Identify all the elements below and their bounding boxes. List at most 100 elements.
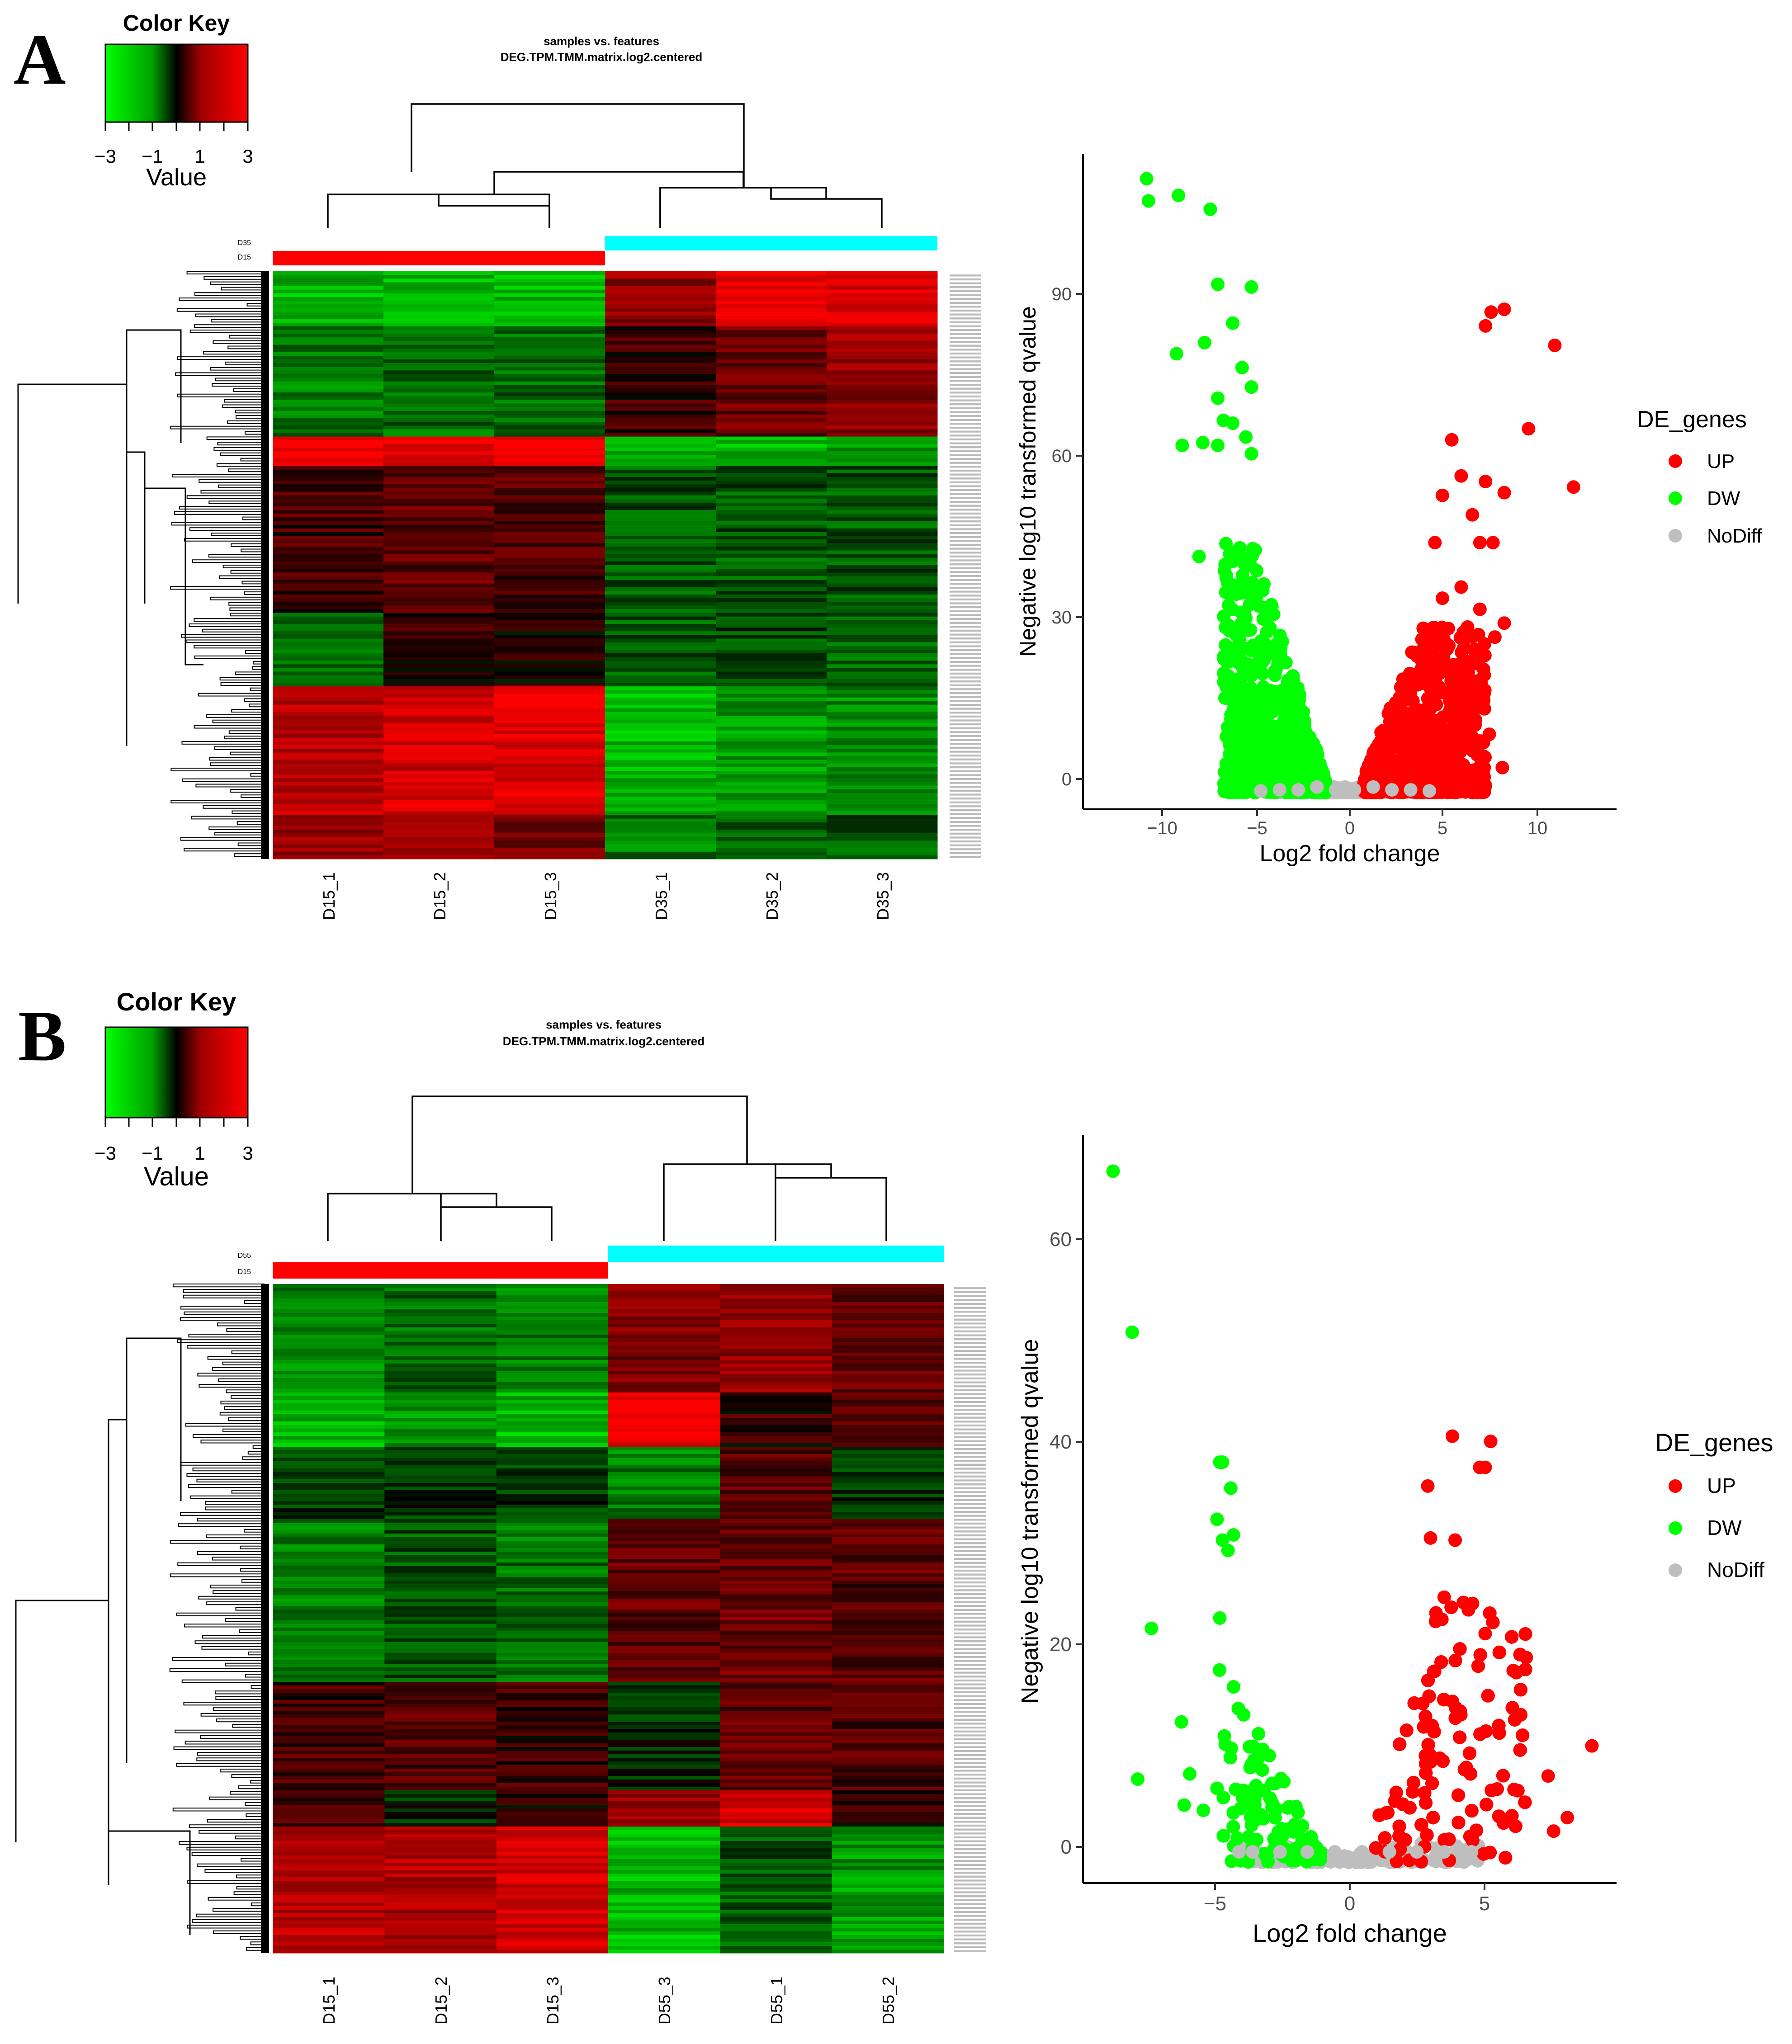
heatmap-cell [494,613,605,617]
heatmap-cell [720,1515,832,1520]
heatmap-cell [608,1812,720,1816]
heatmap-cell [716,396,827,400]
heatmap-cell [383,628,495,632]
heatmap-cell [494,840,605,845]
heatmap-cell [383,433,495,437]
heatmap-cell [608,1288,720,1292]
heatmap-cell [273,1418,385,1422]
heatmap-cell [494,701,605,705]
volcano-point-up [1441,664,1455,678]
heatmap-cell [273,1374,385,1378]
heatmap-cell [273,1646,385,1650]
heatmap-cell [608,1628,720,1632]
heatmap-cell [494,778,605,782]
heatmap-cell [827,760,938,764]
heatmap-cell [608,1624,720,1628]
heatmap-cell [494,436,605,441]
heatmap-cell [494,279,605,283]
volcano-point-dw [1225,689,1239,703]
heatmap-cell [383,326,495,330]
heatmap-cell [273,679,384,683]
volcano-point-dw [1270,743,1284,757]
heatmap-cell [608,1298,720,1303]
heatmap-cell [494,679,605,683]
heatmap-cell [273,1776,385,1780]
heatmap-cell [605,275,716,279]
heatmap-cell [716,550,827,555]
heatmap-cell [605,488,716,492]
volcano-point-dw [1232,627,1246,641]
heatmap-cell [273,414,384,419]
heatmap-cell [716,598,827,602]
heatmap-cell [383,502,495,507]
volcano-point-dw [1256,667,1269,681]
heatmap-cell [496,1921,609,1925]
heatmap-cell [273,1747,385,1751]
sample-label: D35_2 [763,872,781,920]
heatmap-cell [720,1718,832,1722]
heatmap-cell [827,378,938,382]
heatmap-cell [273,1841,385,1845]
heatmap-cell [832,1324,944,1328]
heatmap-cell [716,345,827,349]
heatmap-cell [273,407,384,411]
heatmap-cell [716,793,827,797]
heatmap-cell [608,1425,720,1429]
heatmap-cell [384,1338,497,1342]
heatmap-cell [273,1450,385,1454]
heatmap-cell [716,616,827,621]
volcano-point-dw [1281,675,1295,689]
heatmap-cell [384,1794,497,1798]
heatmap-cell [273,1816,385,1820]
heatmap-cell [273,1877,385,1881]
heatmap-cell [832,1859,944,1863]
heatmap-cell [384,1700,497,1704]
heatmap-cell [496,1367,609,1371]
heatmap-cell [384,1765,497,1769]
heatmap-cell [384,1306,497,1310]
heatmap-cell [608,1436,720,1440]
heatmap-cell [383,359,495,363]
row-dendrogram-b [15,1337,191,1935]
heatmap-cell [832,1610,944,1614]
heatmap-cell [827,826,938,830]
heatmap-cell [832,1761,944,1765]
heatmap-cell [383,396,495,400]
heatmap-cell [273,1425,385,1429]
heatmap-cell [608,1881,720,1885]
heatmap-cell [383,848,495,852]
volcano-y-label: Negative log10 transformed qvalue [1015,306,1040,656]
heatmap-cell [273,1454,385,1458]
heatmap-cell [608,1400,720,1404]
heatmap-cell [384,1620,497,1624]
heatmap-cell [383,429,495,434]
heatmap-cell [827,301,938,305]
heatmap-cell [273,1382,385,1386]
heatmap-cell [827,334,938,338]
heatmap-cell [832,1288,944,1292]
column-dendrogram-b [327,1095,887,1241]
heatmap-cell [273,671,384,676]
heatmap-cell [383,727,495,731]
heatmap-cell [832,1461,944,1465]
heatmap-cell [827,613,938,617]
volcano-point-up [1398,681,1412,695]
heatmap-cell [273,275,384,279]
heatmap-cell [384,1573,497,1577]
heatmap-cell [605,367,716,371]
heatmap-cell [608,1606,720,1610]
heatmap-cell [496,1570,609,1574]
volcano-point-dw [1254,689,1268,703]
heatmap-cell [605,598,716,602]
heatmap-cell [827,528,938,533]
volcano-point-up [1389,770,1403,784]
heatmap-cell [273,620,384,624]
heatmap-cell [720,1465,832,1469]
heatmap-cell [273,694,384,698]
volcano-point-up [1479,319,1493,333]
volcano-point-dw [1238,585,1252,599]
heatmap-cell [494,763,605,768]
heatmap-cell [716,804,827,808]
heatmap-cell [273,1866,385,1870]
heatmap-cell [494,484,605,488]
